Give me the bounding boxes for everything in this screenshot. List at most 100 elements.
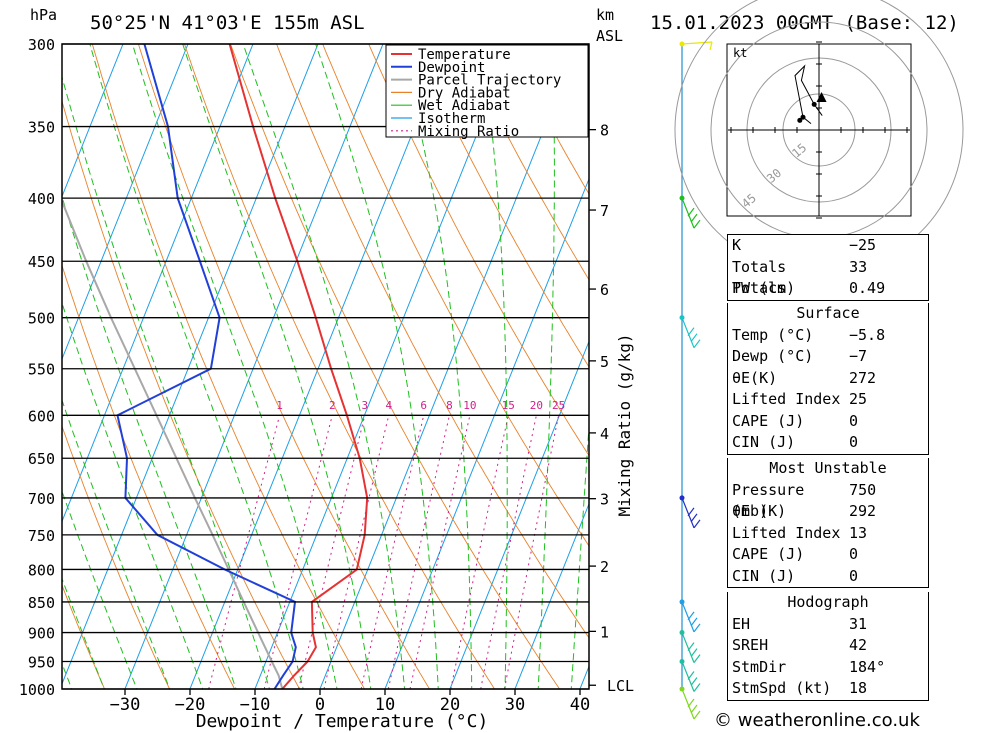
dry-adiabat-line [368, 44, 589, 457]
legend-label: Parcel Trajectory [418, 73, 561, 89]
surface-row: Lifted Index 25 [728, 389, 928, 411]
isotherm-line [62, 44, 319, 686]
wet-adiabat-line [397, 44, 473, 689]
x-tick-label: 20 [440, 695, 460, 715]
mixing-ratio-label: 25 [552, 399, 565, 412]
hodograph-title: Hodograph [787, 593, 869, 611]
x-tick-label: −30 [110, 695, 141, 715]
wind-barb-shaft [681, 601, 701, 633]
storm-motion-marker [816, 92, 827, 102]
wet-adiabat-line [182, 44, 372, 689]
surface-value: 272 [849, 368, 877, 387]
mixing-ratio-label: 8 [446, 399, 453, 412]
plot-frame [61, 43, 590, 690]
pressure-tick-label: 950 [28, 654, 55, 672]
km-tick-label: 7 [600, 202, 609, 220]
surface-value: 25 [849, 390, 868, 408]
pressure-tick-label: 1000 [19, 681, 55, 699]
surface-label: Dewp (°C) [732, 347, 814, 365]
mixing-ratio-line [323, 415, 390, 689]
most-unstable-value: 0 [849, 545, 859, 563]
wind-barb-shaft [681, 317, 701, 349]
index-value: 0.49 [849, 279, 886, 297]
asl-unit-label: ASL [596, 27, 623, 45]
index-row: PW (cm) 0.49 [728, 278, 928, 300]
index-row: K −25 [728, 235, 928, 257]
legend-label: Wet Adiabat [418, 98, 511, 114]
most-unstable-table: Most Unstable Pressure (mb) 750 θE (K) 292 L… [727, 458, 929, 588]
dry-adiabat-line [62, 99, 301, 689]
hodograph-stat-row: EH 31 [728, 614, 928, 636]
mixing-ratio-line [409, 415, 471, 689]
most-unstable-value: 0 [849, 566, 859, 585]
pressure-tick-label: 450 [28, 253, 55, 271]
pressure-tick-label: 350 [28, 119, 55, 137]
wind-barb-shaft [681, 41, 713, 51]
mixing-ratio-label: 15 [502, 399, 515, 412]
x-axis-title: Dewpoint / Temperature (°C) [196, 711, 489, 732]
x-tick-label: −20 [175, 695, 206, 715]
km-tick-label: 5 [600, 353, 609, 371]
surface-value: 0 [849, 433, 859, 451]
dry-adiabat-line [184, 44, 496, 689]
dry-adiabat-line [62, 264, 236, 689]
wind-barb [681, 601, 701, 633]
km-tick-label: 3 [600, 491, 609, 509]
wind-barb-shaft [681, 632, 701, 663]
index-value: −25 [849, 236, 877, 254]
surface-row: Temp (°C) −5.8 [728, 325, 928, 347]
km-tick-label: 8 [600, 122, 609, 140]
x-tick-label: 0 [315, 695, 325, 715]
dry-adiabat-line [460, 44, 589, 281]
pressure-tick-label: 600 [28, 407, 55, 425]
pressure-tick-label: 850 [28, 594, 55, 612]
wind-level-dot [679, 315, 685, 321]
dry-adiabat-line [276, 44, 589, 639]
index-label: PW (cm) [732, 279, 796, 297]
x-tick-label: 40 [570, 695, 590, 715]
x-tick-label: −10 [240, 695, 271, 715]
wind-barb-shaft [681, 661, 701, 692]
axes: 3003504004505005506006507007508008509009… [19, 36, 634, 715]
isotherm-line [124, 44, 384, 689]
most-unstable-row: Lifted Index 13 [728, 523, 928, 545]
wet-adiabat-line [131, 44, 338, 689]
parcel-line [62, 198, 284, 689]
wet-adiabat-line [62, 577, 105, 689]
copyright-link[interactable]: © weatheronline.co.uk [714, 710, 920, 731]
surface-label: CIN (J) [732, 433, 796, 451]
surface-value: −7 [849, 347, 868, 365]
hodograph-stat-label: StmSpd (kt) [732, 679, 832, 697]
km-tick-label: 6 [600, 281, 609, 299]
dry-adiabat-line [230, 44, 561, 689]
hodograph-stat-value: 31 [849, 614, 868, 633]
mixing-ratio-label: 10 [463, 399, 476, 412]
mixing-ratio-label: 1 [276, 399, 283, 412]
legend-label: Isotherm [418, 111, 485, 127]
wet-adiabat-line [315, 44, 439, 689]
pressure-tick-label: 300 [28, 36, 55, 54]
mixing-ratio-label: 20 [530, 399, 543, 412]
dry-adiabat-line [91, 44, 366, 689]
mixing-ratio-line [480, 415, 537, 689]
most-unstable-value: 750 [849, 480, 877, 499]
wind-barb [681, 41, 713, 51]
pressure-tick-label: 900 [28, 625, 55, 643]
most-unstable-row: θE (K) 292 [728, 501, 928, 523]
most-unstable-row: CIN (J) 0 [728, 566, 928, 588]
mixing-ratio-label: 3 [362, 399, 369, 412]
indices-table: K −25 Totals Totals 33 PW (cm) 0.49 [727, 234, 929, 301]
most-unstable-row: Pressure (mb) 750 [728, 480, 928, 521]
hodograph-stat-row: StmDir 184° [728, 657, 928, 679]
mixing-ratio-line [263, 415, 333, 689]
mixing-ratio-label: 6 [420, 399, 427, 412]
most-unstable-label: CAPE (J) [732, 545, 805, 563]
wind-barb-shaft [681, 497, 701, 529]
pressure-tick-label: 750 [28, 527, 55, 545]
dry-adiabat-line [940, 7, 1000, 715]
most-unstable-label: Lifted Index [732, 523, 841, 542]
mixing-ratio-line [360, 415, 425, 689]
mixing-ratio-axis-title: Mixing Ratio (g/kg) [615, 333, 634, 516]
